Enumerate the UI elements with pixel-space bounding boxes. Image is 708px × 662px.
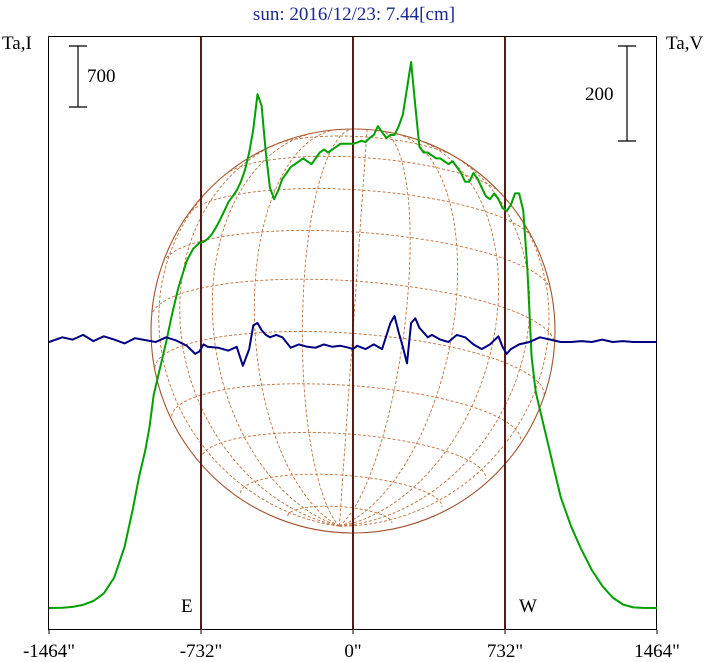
x-tick-label: -732" [180, 641, 223, 662]
latitude-line [200, 431, 487, 479]
series-group [48, 61, 658, 609]
longitude-line [339, 139, 500, 527]
x-axis-ticks: -1464" -732" 0" 732" 1464" [23, 630, 680, 662]
longitude-line [339, 133, 459, 527]
intensity-series-line [48, 61, 658, 609]
right-axis-label: Ta,V [666, 33, 703, 54]
latitude-line [154, 331, 545, 396]
latitude-line [225, 155, 502, 194]
polarization-series-line [48, 314, 657, 367]
latitude-line [162, 229, 551, 290]
longitude-line [339, 130, 411, 527]
longitude-line [158, 173, 340, 527]
latitude-line [239, 473, 443, 508]
longitude-line [339, 155, 531, 527]
left-scale-bar-label: 700 [87, 66, 116, 87]
x-tick-label: -1464" [23, 641, 75, 662]
longitude-line [339, 193, 550, 527]
longitude-line [211, 132, 340, 527]
latitude-line [171, 383, 522, 441]
east-limb-label: E [181, 596, 193, 617]
right-scale-bar: 200 [585, 45, 636, 142]
left-scale-bar: 700 [69, 45, 116, 108]
right-scale-bar-label: 200 [585, 84, 614, 105]
left-axis-label: Ta,I [2, 33, 32, 54]
x-tick-label: 1464" [634, 641, 680, 662]
west-limb-label: W [519, 596, 537, 617]
longitude-line [253, 129, 340, 527]
x-tick-label: 0" [344, 641, 361, 662]
longitude-line [301, 128, 354, 527]
x-tick-label: 732" [487, 641, 523, 662]
chart-title: sun: 2016/12/23: 7.44[cm] [253, 4, 455, 25]
longitude-line [338, 129, 368, 527]
